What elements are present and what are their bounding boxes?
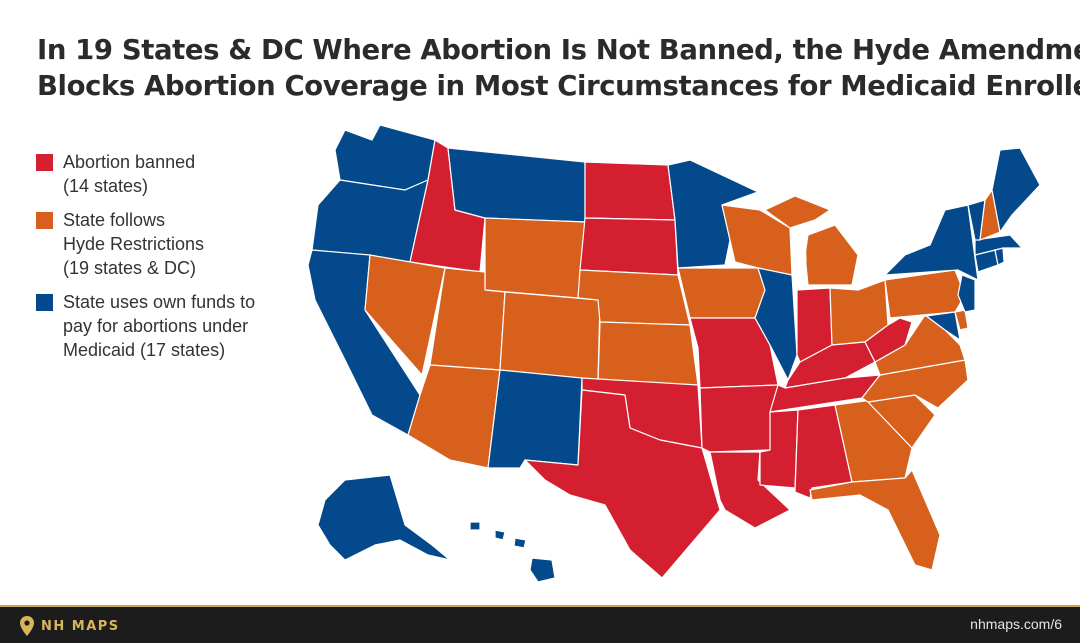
- state-nm: [487, 369, 583, 469]
- map-title-line-2: Blocks Abortion Coverage in Most Circums…: [37, 70, 1080, 102]
- state-tx: [524, 389, 721, 579]
- state-ma: [974, 234, 1023, 256]
- state-hi: [469, 521, 556, 583]
- us-map: [300, 118, 1060, 588]
- legend-own-funds-line-2: pay for abortions under: [63, 316, 249, 336]
- state-wv: [864, 317, 913, 363]
- map-pin-icon: [20, 616, 34, 636]
- legend: Abortion banned (14 states) State follow…: [36, 150, 306, 372]
- state-co: [499, 291, 601, 381]
- state-il: [754, 267, 798, 381]
- state-ar: [699, 384, 779, 453]
- state-nv: [364, 254, 446, 376]
- state-de: [954, 309, 969, 331]
- state-ny: [884, 204, 979, 281]
- state-nj: [957, 274, 976, 313]
- legend-swatch-banned: [36, 154, 53, 171]
- state-md: [911, 311, 961, 341]
- state-ks: [597, 321, 699, 386]
- legend-item-own-funds: State uses own funds to pay for abortion…: [36, 290, 306, 362]
- state-ak: [317, 474, 451, 561]
- state-wa: [334, 124, 436, 191]
- legend-hyde-line-2: Hyde Restrictions: [63, 234, 205, 254]
- map-title: In 19 States & DC Where Abortion Is Not …: [37, 32, 1080, 104]
- legend-own-funds-line-1: State uses own funds to: [63, 292, 256, 312]
- legend-banned-line-1: Abortion banned: [63, 152, 196, 172]
- legend-item-banned: Abortion banned (14 states): [36, 150, 306, 198]
- state-or: [311, 179, 429, 263]
- map-title-line-1: In 19 States & DC Where Abortion Is Not …: [37, 34, 1080, 66]
- legend-swatch-hyde: [36, 212, 53, 229]
- state-ia: [677, 267, 766, 319]
- legend-swatch-own-funds: [36, 294, 53, 311]
- state-me: [991, 147, 1041, 233]
- footer: NH MAPS nhmaps.com/6: [0, 605, 1080, 643]
- state-az: [407, 364, 501, 469]
- state-mt: [447, 147, 586, 223]
- legend-hyde-line-3: (19 states & DC): [63, 258, 197, 278]
- brand[interactable]: NH MAPS: [20, 615, 120, 637]
- legend-own-funds-line-3: Medicaid (17 states): [63, 340, 226, 360]
- state-nd: [584, 161, 676, 221]
- state-va: [874, 314, 966, 376]
- state-wy: [484, 217, 586, 299]
- brand-name: NH MAPS: [41, 618, 120, 634]
- state-fl: [809, 469, 941, 571]
- legend-item-hyde: State follows Hyde Restrictions (19 stat…: [36, 208, 306, 280]
- legend-hyde-line-1: State follows: [63, 210, 166, 230]
- site-url[interactable]: nhmaps.com/6: [970, 616, 1062, 632]
- lake-michigan: [791, 229, 807, 286]
- state-pa: [884, 269, 966, 319]
- state-sd: [579, 217, 679, 276]
- legend-banned-line-2: (14 states): [63, 176, 149, 196]
